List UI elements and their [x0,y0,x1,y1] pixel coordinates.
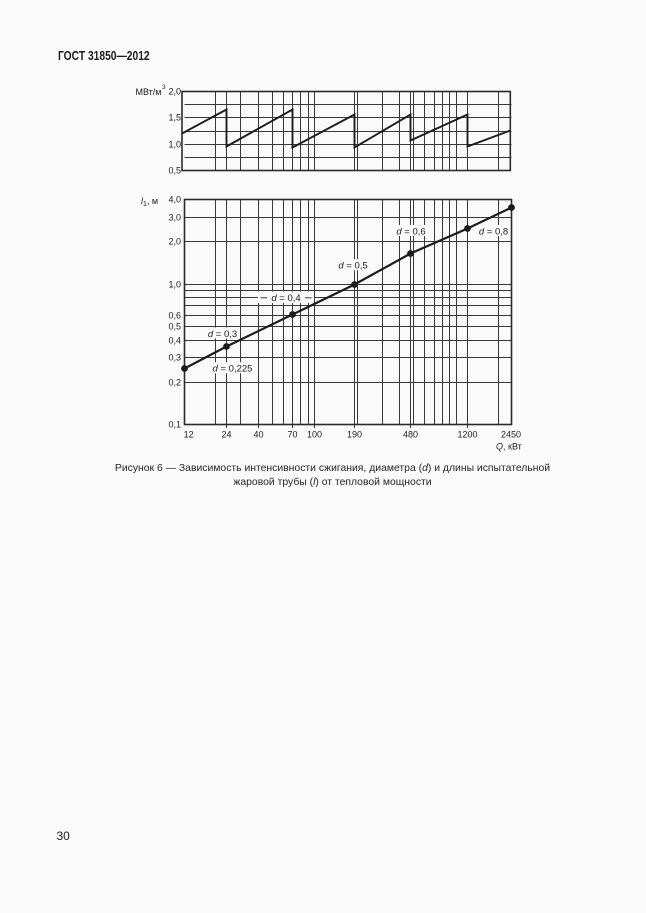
svg-text:70: 70 [287,430,297,440]
svg-text:0,5: 0,5 [168,166,181,176]
svg-text:0,5: 0,5 [168,322,181,332]
svg-text:1,5: 1,5 [168,113,181,123]
svg-text:24: 24 [221,430,231,440]
svg-text:2,0: 2,0 [168,87,181,97]
svg-text:2,0: 2,0 [168,237,181,247]
svg-text:d = 0,4: d = 0,4 [271,293,300,304]
svg-text:100: 100 [307,430,322,440]
svg-text:2450: 2450 [501,430,521,440]
svg-text:3,0: 3,0 [168,213,181,223]
svg-text:12: 12 [184,430,194,440]
svg-text:d = 0,3: d = 0,3 [208,329,237,340]
svg-text:40: 40 [253,430,263,440]
svg-text:l1, м: l1, м [141,196,158,208]
svg-text:4,0: 4,0 [168,195,181,205]
svg-text:d = 0,6: d = 0,6 [396,226,425,237]
svg-text:0,6: 0,6 [168,311,181,321]
svg-text:1200: 1200 [457,430,477,440]
svg-text:480: 480 [403,430,418,440]
svg-text:3: 3 [162,84,166,91]
svg-text:0,4: 0,4 [168,336,181,346]
svg-text:d = 0,8: d = 0,8 [479,226,508,237]
svg-text:0,1: 0,1 [168,420,181,430]
svg-text:d = 0,225: d = 0,225 [213,364,253,375]
svg-text:1,0: 1,0 [168,280,181,290]
svg-text:Q, кВт: Q, кВт [496,442,522,452]
svg-text:0,3: 0,3 [168,353,181,363]
svg-text:190: 190 [347,430,362,440]
svg-text:d = 0,5: d = 0,5 [338,261,367,272]
svg-text:1,0: 1,0 [168,140,181,150]
svg-text:0,2: 0,2 [168,378,181,388]
svg-text:МВт/м: МВт/м [135,87,161,97]
